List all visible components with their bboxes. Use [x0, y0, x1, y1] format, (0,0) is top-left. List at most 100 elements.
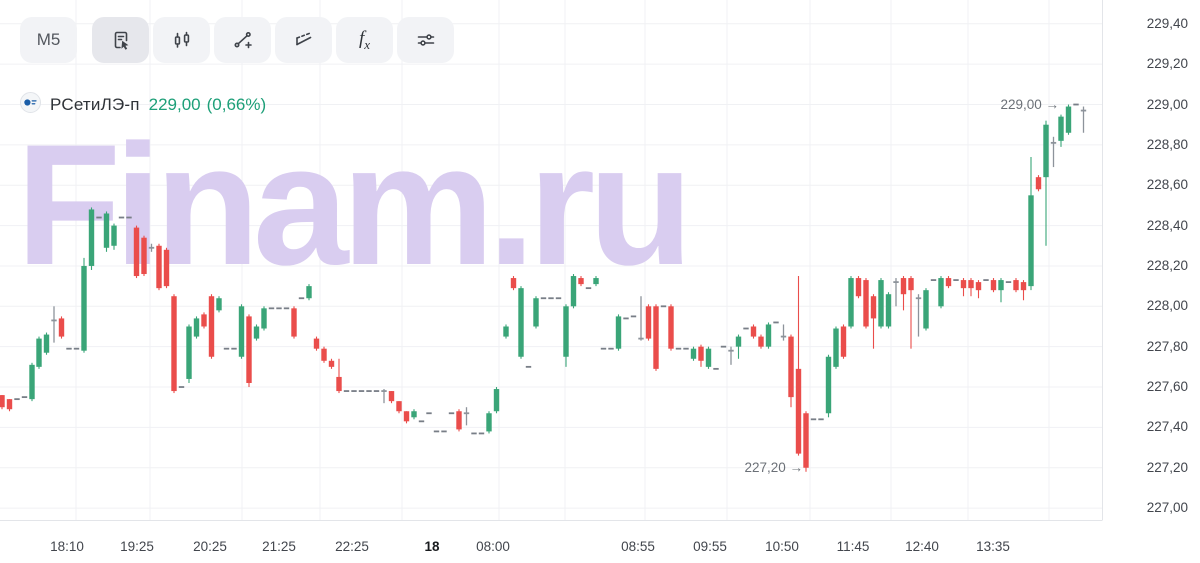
candle-body — [186, 326, 192, 379]
doji-candle — [1005, 281, 1012, 283]
candle-body — [510, 278, 517, 289]
doji-candle — [720, 345, 727, 348]
candle-body — [923, 290, 929, 329]
candle-body — [388, 391, 395, 402]
candle-body — [990, 280, 997, 291]
candle-body — [208, 296, 215, 357]
price-tick-label: 229,40 — [1146, 15, 1188, 31]
price-tick-label: 228,20 — [1146, 257, 1188, 273]
doji-candle — [810, 418, 817, 421]
candle-body — [968, 280, 974, 289]
candle-body — [885, 294, 892, 327]
neutral-candle-tick — [893, 281, 899, 283]
candle-body — [321, 348, 327, 361]
doji-candle — [433, 430, 440, 433]
doji-candle — [555, 297, 562, 300]
candle-body — [328, 360, 335, 367]
candle-body — [533, 298, 539, 327]
candle-body — [411, 411, 417, 418]
candle-body — [705, 348, 712, 367]
candle-body — [840, 326, 847, 357]
doji-candle — [743, 327, 749, 330]
doji-candle — [623, 317, 629, 320]
doji-candle — [930, 279, 937, 281]
candle-body — [698, 346, 704, 361]
doji-candle — [358, 390, 365, 392]
candle-body — [848, 278, 854, 327]
measure-tool-button[interactable] — [275, 17, 332, 63]
candle-body — [111, 225, 117, 246]
candle-body — [855, 278, 862, 297]
candle-body — [253, 326, 260, 339]
doji-candle — [441, 430, 447, 433]
candle-body — [870, 296, 877, 319]
neutral-candle-tick — [638, 337, 644, 340]
settings-button[interactable] — [397, 17, 454, 63]
time-axis[interactable]: 18:10 19:25 20:25 21:25 22:25 18 08:00 08:55 09:… — [0, 536, 1102, 560]
notes-pointer-icon — [109, 28, 133, 52]
doji-candle — [268, 307, 275, 310]
trendline-tool-button[interactable] — [214, 17, 271, 63]
price-annotation: 229,00 → — [1000, 97, 1059, 112]
price-tick-label: 228,40 — [1146, 217, 1188, 233]
candle-body — [1028, 195, 1034, 287]
doji-candle — [14, 398, 20, 401]
doji-candle — [223, 347, 230, 350]
candle-body — [863, 280, 869, 327]
time-tick-label: 08:00 — [476, 539, 510, 554]
doji-candle — [540, 297, 547, 300]
price-axis[interactable]: 229,40 229,20 229,00 228,80 228,60 228,40 228,… — [1102, 0, 1200, 520]
candle-body — [486, 413, 492, 432]
candle-body — [960, 280, 967, 289]
candle-body — [103, 213, 110, 248]
chart-style-button[interactable] — [153, 17, 210, 63]
candle-body — [645, 306, 652, 339]
doji-candle — [660, 305, 667, 308]
time-tick-label: 21:25 — [262, 539, 296, 554]
timeframe-label: M5 — [36, 30, 61, 49]
timeframe-button[interactable]: M5 — [20, 17, 77, 63]
doji-candle — [118, 216, 125, 219]
candle-body — [1043, 124, 1049, 178]
doji-candle — [471, 432, 477, 435]
candle-body — [1058, 116, 1064, 141]
candle-body — [570, 276, 577, 307]
time-tick-label: 20:25 — [193, 539, 227, 554]
doji-candle — [343, 390, 350, 392]
doji-candle — [983, 279, 989, 281]
doji-candle — [818, 418, 824, 421]
doji-candle — [713, 367, 719, 370]
time-tick-label: 08:55 — [621, 539, 655, 554]
candle-body — [503, 326, 509, 337]
candle-body — [938, 278, 944, 307]
candle-body — [1020, 282, 1027, 291]
doji-candle — [773, 321, 779, 324]
candle-body — [878, 280, 884, 327]
candle-body — [945, 278, 952, 287]
instrument-quote: 229,00 (0,66%) — [149, 95, 267, 115]
candle-body — [291, 308, 297, 337]
candle-body — [1013, 280, 1019, 291]
doji-candle — [426, 412, 432, 415]
neutral-candle-tick — [780, 335, 787, 338]
fx-indicator-icon: fx — [358, 27, 371, 52]
candle-body — [81, 265, 87, 351]
price-tick-label: 227,40 — [1146, 419, 1188, 435]
price-tick-label: 228,00 — [1146, 298, 1188, 314]
indicators-button[interactable]: fx — [336, 17, 393, 63]
candle-body — [201, 314, 207, 327]
doji-candle — [600, 347, 607, 350]
drawings-panel-button[interactable] — [92, 17, 149, 63]
candle-body — [403, 411, 410, 422]
settings-sliders-icon — [414, 28, 438, 52]
candle-body — [36, 338, 42, 367]
candle-body — [171, 296, 177, 392]
candle-body — [563, 306, 569, 357]
candle-body — [133, 227, 140, 277]
candle-body — [493, 389, 500, 412]
candle-body — [336, 376, 342, 392]
doji-candle — [373, 390, 380, 392]
neutral-candle-tick — [915, 297, 922, 300]
candle-body — [1035, 177, 1042, 190]
